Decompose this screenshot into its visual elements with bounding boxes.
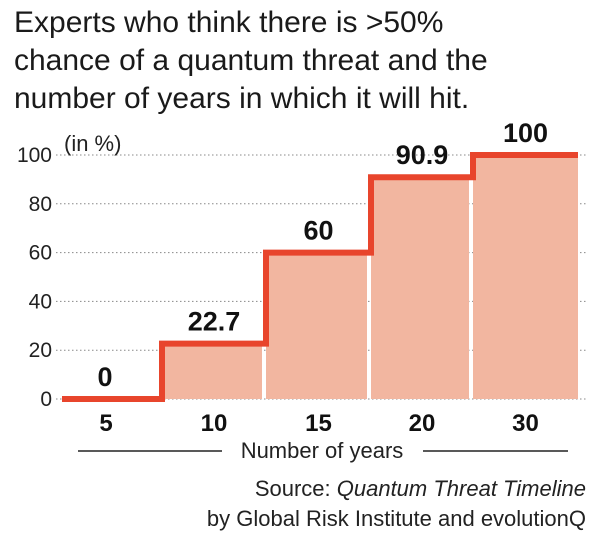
value-label: 22.7 xyxy=(188,307,241,337)
y-tick-label: 20 xyxy=(29,339,52,362)
value-label: 90.9 xyxy=(396,140,449,170)
source-line-1: Source: Quantum Threat Timeline xyxy=(207,474,586,504)
bar xyxy=(266,252,367,399)
chart-title: Experts who think there is >50% chance o… xyxy=(14,4,604,118)
bar xyxy=(473,155,578,399)
x-axis-categories: 5 10 15 20 30 xyxy=(99,410,539,437)
bars xyxy=(162,155,578,399)
y-axis-unit-label: (in %) xyxy=(64,131,121,156)
source-line-2: by Global Risk Institute and evolutionQ xyxy=(206,506,586,531)
step-outline xyxy=(62,152,578,402)
value-label: 0 xyxy=(97,362,112,392)
x-category-label: 15 xyxy=(305,410,332,437)
source-prefix: Source: xyxy=(254,476,337,501)
y-tick-label: 80 xyxy=(29,193,52,216)
y-tick-label: 60 xyxy=(29,242,52,265)
bar xyxy=(371,177,469,399)
step-line xyxy=(62,152,578,402)
y-tick-label: 100 xyxy=(17,144,52,167)
y-tick-label: 40 xyxy=(29,290,52,313)
value-label: 60 xyxy=(303,216,333,246)
x-category-label: 20 xyxy=(409,410,436,437)
x-category-label: 30 xyxy=(512,410,539,437)
x-category-label: 10 xyxy=(201,410,228,437)
title-line-2: chance of a quantum threat and the xyxy=(14,44,488,77)
title-line-1: Experts who think there is >50% xyxy=(14,6,444,39)
value-label: 100 xyxy=(503,118,548,148)
source-note: Source: Quantum Threat Timeline by Globa… xyxy=(207,474,586,534)
source-name: Quantum Threat Timeline xyxy=(336,476,586,501)
x-axis-label: Number of years xyxy=(241,438,404,463)
bar xyxy=(162,343,262,399)
x-category-label: 5 xyxy=(99,410,112,437)
value-labels: 0 22.7 60 90.9 100 xyxy=(97,118,548,392)
title-line-3: number of years in which it will hit. xyxy=(14,82,470,115)
y-axis-ticks: 0 20 40 60 80 100 xyxy=(17,144,52,411)
y-tick-label: 0 xyxy=(40,388,52,411)
